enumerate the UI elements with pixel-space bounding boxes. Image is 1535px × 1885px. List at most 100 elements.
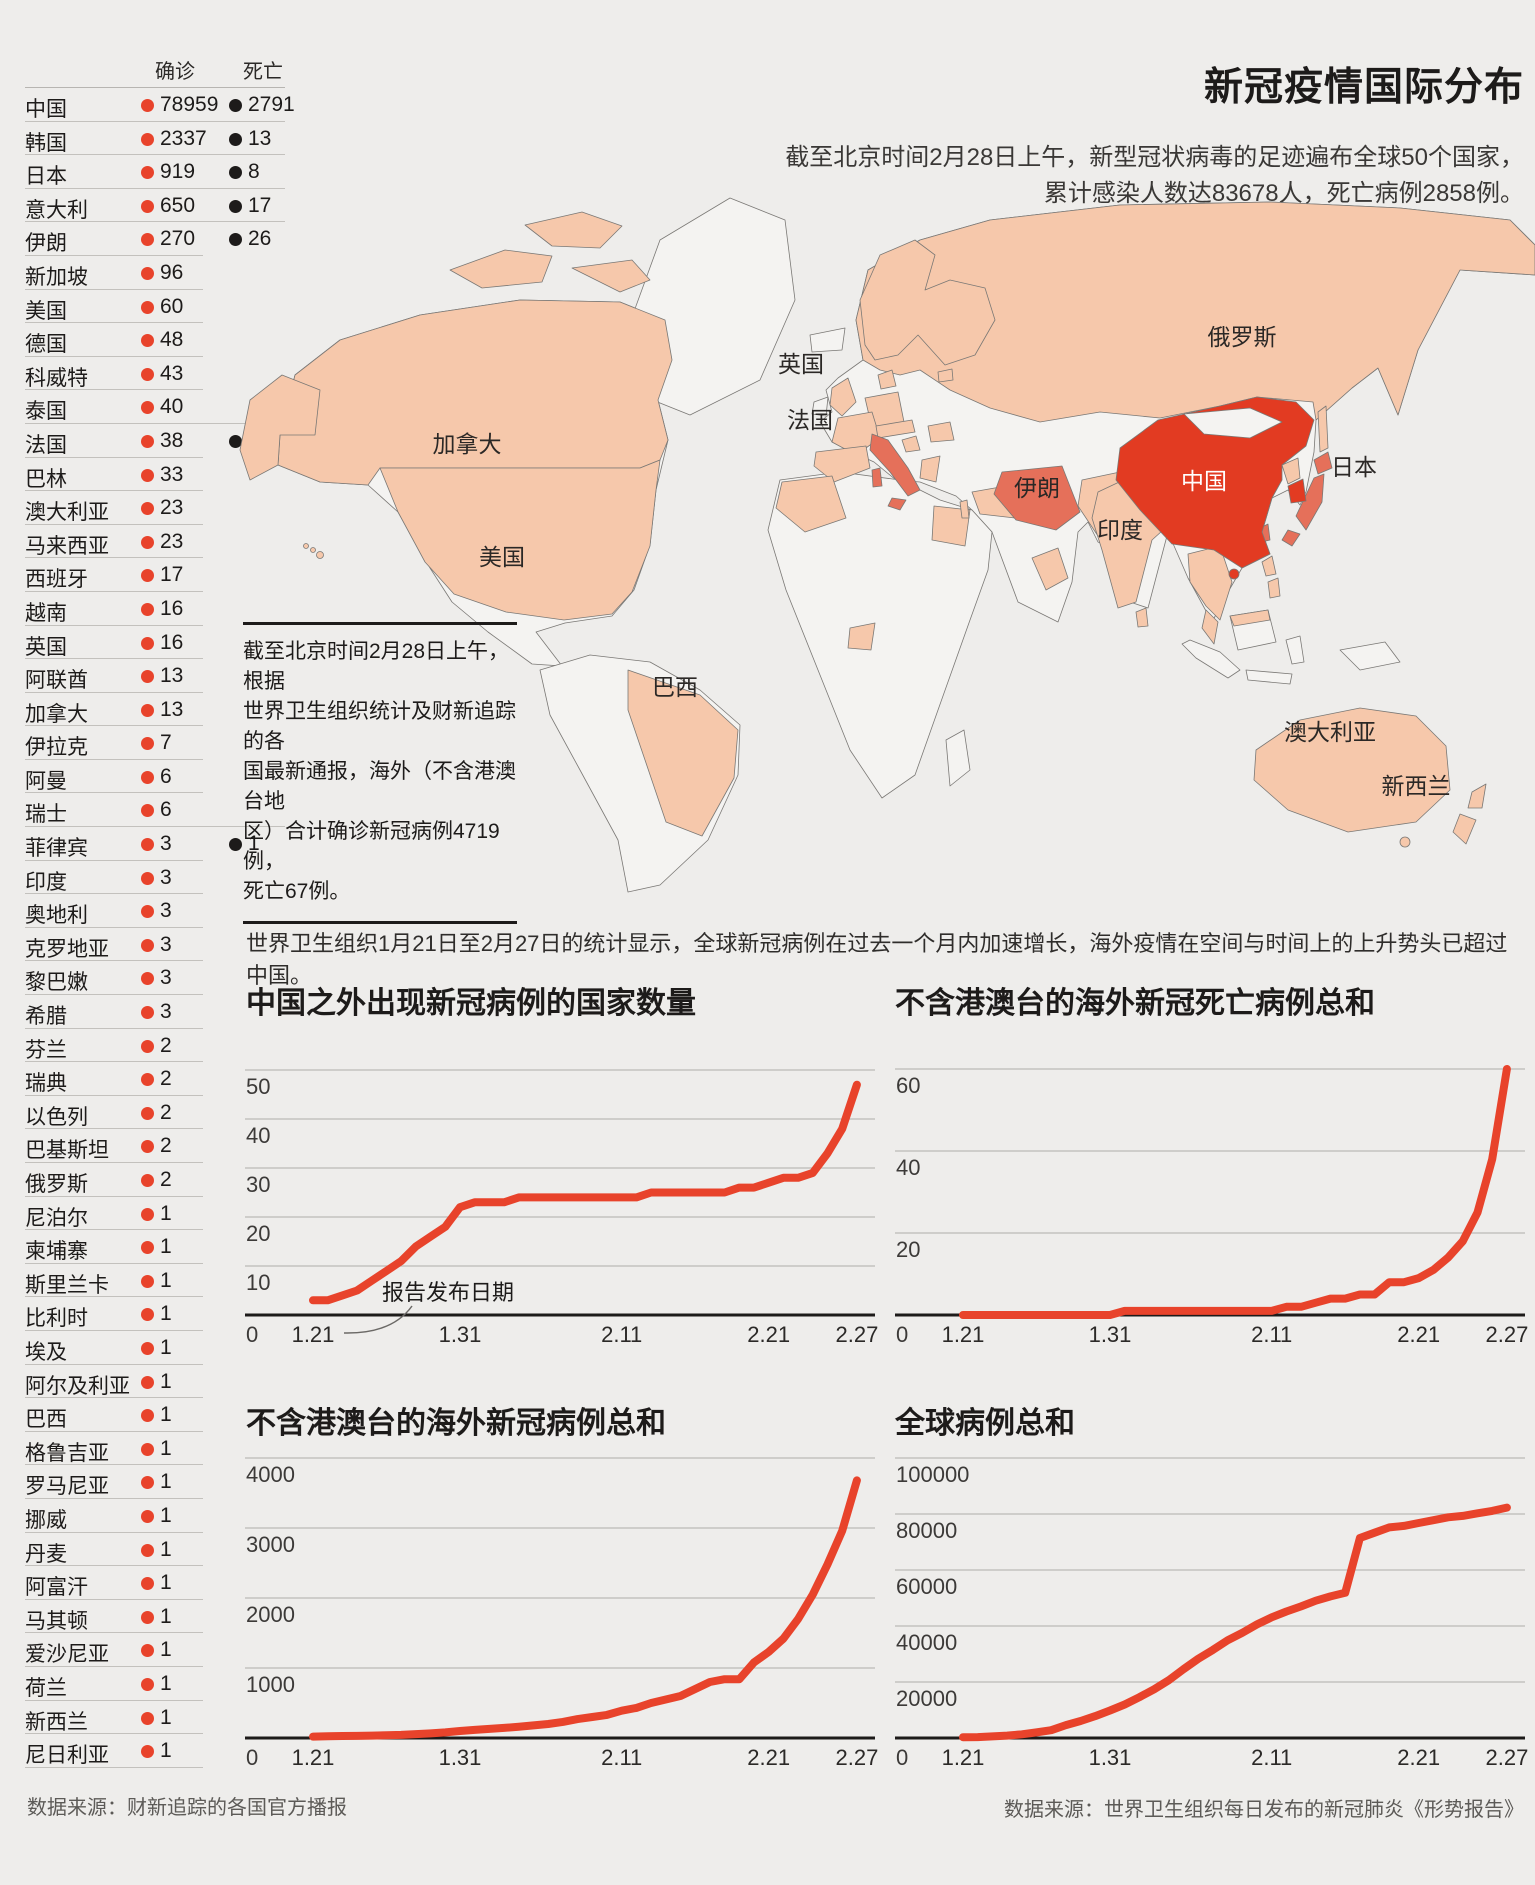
- stats-rows: 中国 78959 2791 韩国 2337 13 日本 919 8 意大利 650 17 伊朗 270 26…: [25, 88, 310, 1768]
- annotation-label: 报告发布日期: [382, 1280, 514, 1305]
- table-row: 阿联酋 13: [25, 659, 310, 693]
- row-separator: [25, 658, 203, 660]
- country-name: 格鲁吉亚: [25, 1441, 109, 1465]
- x-axis-label: 2.11: [601, 1745, 642, 1770]
- table-row: 阿富汗 1: [25, 1566, 310, 1600]
- map-spain: [813, 445, 871, 483]
- chart-title-overseas-cases: 不含港澳台的海外新冠病例总和: [246, 1407, 666, 1440]
- note-line: 死亡67例。: [243, 880, 351, 903]
- map-sardinia: [871, 467, 883, 488]
- country-name: 芬兰: [25, 1038, 67, 1062]
- confirmed-dot-icon: [141, 1073, 154, 1087]
- country-name: 澳大利亚: [25, 501, 109, 525]
- table-row: 马来西亚 23: [25, 525, 310, 559]
- country-name: 爱沙尼亚: [25, 1643, 109, 1667]
- confirmed-dot-icon: [141, 602, 154, 616]
- x-axis-label: 2.11: [1251, 1745, 1292, 1770]
- map-sakhalin: [1317, 405, 1329, 453]
- map-hawaii: [310, 547, 316, 553]
- trend-line: [309, 1080, 861, 1305]
- country-name: 柬埔寨: [25, 1240, 88, 1264]
- subtitle-line-1: 截至北京时间2月28日上午，新型冠状病毒的足迹遍布全球50个国家，: [785, 144, 1524, 171]
- confirmed-dot-icon: [141, 434, 154, 448]
- x-axis-label: 1.21: [942, 1745, 985, 1770]
- country-name: 瑞典: [25, 1072, 67, 1096]
- confirmed-dot-icon: [141, 1677, 154, 1691]
- map-country-label: 加拿大: [433, 431, 502, 457]
- confirmed-dot-icon: [141, 132, 154, 146]
- row-separator: [25, 120, 285, 122]
- country-name: 黎巴嫩: [25, 971, 88, 995]
- y-axis-label: 40: [246, 1123, 270, 1148]
- country-name: 德国: [25, 333, 67, 357]
- confirmed-value: 33: [160, 462, 184, 486]
- chart-overseas-cases: 0 1000 2000 3000 4000 1.21 1.31 2.11 2.21 2.27: [245, 1457, 878, 1770]
- map-country-label: 美国: [479, 544, 525, 570]
- table-row: 柬埔寨 1: [25, 1230, 310, 1264]
- row-separator: [25, 893, 203, 895]
- country-name: 菲律宾: [25, 837, 88, 861]
- table-row: 菲律宾 3 1: [25, 827, 310, 861]
- country-name: 新西兰: [25, 1710, 88, 1734]
- map-italy: [869, 433, 921, 497]
- map-south-korea: [1287, 478, 1307, 504]
- country-name: 荷兰: [25, 1676, 67, 1700]
- confirmed-dot-icon: [141, 1241, 154, 1255]
- note-line: 区）合计确诊新冠病例4719例，: [243, 820, 500, 873]
- country-name: 阿尔及利亚: [25, 1374, 130, 1398]
- row-separator: [25, 1061, 203, 1063]
- country-name: 加拿大: [25, 702, 88, 726]
- x-axis-label: 1.21: [942, 1322, 985, 1347]
- y-axis-label: 60000: [896, 1574, 957, 1599]
- confirmed-dot-icon: [141, 1711, 154, 1725]
- death-dot-icon: [229, 166, 242, 180]
- death-value: 2791: [248, 93, 295, 116]
- confirmed-value: 3: [160, 832, 172, 856]
- y-axis-label: 4000: [246, 1462, 295, 1487]
- x-axis-label: 1.21: [292, 1745, 335, 1770]
- map-croatia: [901, 435, 921, 453]
- confirmed-column-header: 确诊: [155, 61, 195, 83]
- table-row: 希腊 3: [25, 995, 310, 1029]
- confirmed-value: 1: [160, 1739, 172, 1763]
- country-name: 巴基斯坦: [25, 1139, 109, 1163]
- map-philippines: [1267, 577, 1281, 599]
- country-name: 印度: [25, 870, 67, 894]
- confirmed-value: 3: [160, 865, 172, 889]
- x-axis-label: 2.27: [835, 1745, 878, 1770]
- table-row: 黎巴嫩 3: [25, 961, 310, 996]
- confirmed-value: 43: [160, 361, 184, 385]
- map-uk: [829, 377, 857, 417]
- country-name: 伊朗: [25, 232, 67, 256]
- row-separator: [25, 322, 203, 324]
- confirmed-dot-icon: [141, 334, 154, 348]
- row-separator: [25, 859, 203, 861]
- x-axis-label: 1.21: [292, 1322, 335, 1347]
- map-sumatra: [1181, 639, 1241, 679]
- confirmed-dot-icon: [141, 1442, 154, 1456]
- y-axis-label: 30: [246, 1172, 270, 1197]
- row-separator: [25, 1632, 203, 1634]
- confirmed-value: 1: [160, 1503, 172, 1527]
- confirmed-value: 23: [160, 529, 184, 553]
- y-axis-label: 60: [896, 1073, 920, 1098]
- map-country-label: 巴西: [652, 674, 698, 700]
- row-separator: [25, 422, 285, 424]
- map-estonia: [937, 368, 954, 383]
- confirmed-dot-icon: [141, 199, 154, 213]
- table-row: 中国 78959 2791: [25, 88, 310, 122]
- table-row: 挪威 1: [25, 1499, 310, 1533]
- country-name: 西班牙: [25, 568, 88, 592]
- row-separator: [25, 1598, 203, 1600]
- confirmed-dot-icon: [141, 1106, 154, 1120]
- country-name: 英国: [25, 635, 67, 659]
- table-row: 尼日利亚 1: [25, 1734, 310, 1768]
- confirmed-dot-icon: [141, 468, 154, 482]
- confirmed-dot-icon: [141, 1006, 154, 1020]
- intro-paragraph: 世界卫生组织1月21日至2月27日的统计显示，全球新冠病例在过去一个月内加速增长…: [246, 931, 1508, 988]
- table-row: 荷兰 1: [25, 1667, 310, 1701]
- chart-overseas-deaths: 0 20 40 60 1.21 1.31 2.11 2.21 2.27: [895, 1065, 1528, 1347]
- country-name: 越南: [25, 601, 67, 625]
- table-row: 意大利 650 17: [25, 189, 310, 223]
- confirmed-value: 2: [160, 1067, 172, 1091]
